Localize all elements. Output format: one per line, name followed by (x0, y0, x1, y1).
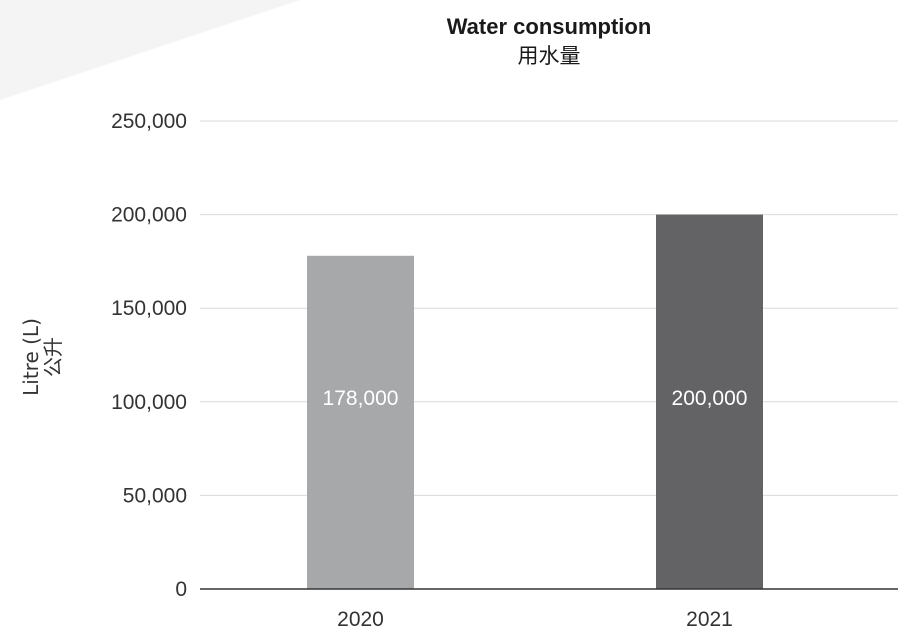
y-axis-label-secondary: 公升 (41, 337, 65, 377)
chart-title: Water consumption (446, 14, 652, 39)
y-tick-label: 150,000 (111, 297, 187, 320)
bar-data-label: 200,000 (672, 387, 748, 410)
x-tick-label: 2021 (686, 608, 733, 631)
y-tick-label: 100,000 (111, 391, 187, 414)
y-axis-label: Litre (L) (19, 318, 43, 396)
y-tick-label: 250,000 (111, 110, 187, 133)
y-tick-label: 0 (175, 578, 187, 601)
y-tick-label: 50,000 (123, 484, 187, 507)
axes: 0 50,000 100,000 150,000 200,000 250,000 2020 2… (111, 110, 898, 631)
grid-lines (200, 120, 898, 496)
bar-2021 (656, 214, 763, 589)
bar-data-label: 178,000 (323, 387, 399, 410)
y-axis-title: Litre (L) 公升 (19, 318, 65, 396)
bars: 178,000 200,000 (307, 214, 763, 589)
bar-2020 (307, 255, 414, 589)
chart-subtitle: 用水量 (517, 44, 581, 68)
y-tick-label: 200,000 (111, 204, 187, 227)
x-tick-label: 2020 (337, 608, 384, 631)
